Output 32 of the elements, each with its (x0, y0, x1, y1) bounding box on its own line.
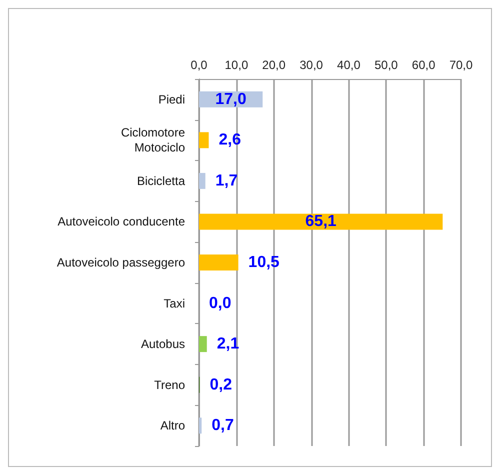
data-label: 1,7 (215, 172, 238, 190)
x-tick-label: 10,0 (224, 58, 248, 72)
y-tick-label: Piedi (158, 92, 185, 106)
y-tick-label: Autoveicolo passeggero (56, 256, 186, 270)
y-tick-label: Altro (160, 418, 186, 433)
x-tick-label: 20,0 (262, 58, 286, 72)
y-tick-label: Treno (154, 378, 186, 392)
data-label: 0,2 (210, 376, 232, 394)
data-label: 2,1 (216, 336, 240, 353)
x-tick-label: 70,0 (449, 58, 473, 72)
y-tick-label: Autoveicolo conducente (58, 214, 186, 229)
data-label: 0,7 (212, 417, 234, 434)
bar (199, 214, 443, 230)
y-tick-label: Bicicletta (136, 174, 186, 188)
data-label: 10,5 (248, 254, 280, 271)
x-tick-label: 40,0 (337, 58, 361, 72)
x-tick-label: 0,0 (190, 58, 208, 72)
bar (199, 254, 238, 270)
y-tick-label: Ciclomotore Motociclo (120, 126, 186, 155)
data-label: 2,6 (218, 132, 242, 149)
bar (199, 336, 207, 352)
x-tick-label: 30,0 (300, 58, 324, 72)
data-label: 65,1 (305, 213, 336, 230)
bar (199, 418, 202, 434)
y-tick-label: Autobus (140, 337, 185, 352)
x-tick-label: 50,0 (374, 58, 398, 72)
x-tick-label: 60,0 (412, 58, 436, 72)
y-tick-label: Taxi (164, 296, 185, 310)
data-label: 17,0 (215, 90, 246, 108)
data-label: 0,0 (209, 294, 232, 312)
bar (199, 172, 206, 189)
bar (199, 132, 209, 148)
